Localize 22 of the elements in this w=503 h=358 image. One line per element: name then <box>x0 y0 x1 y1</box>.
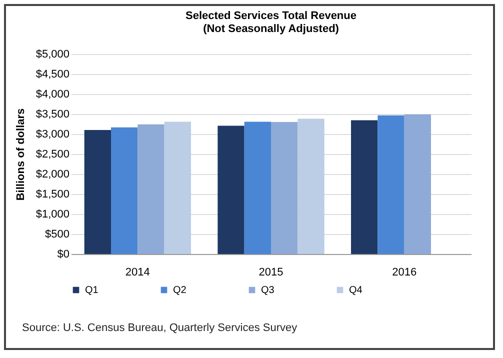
legend-label: Q2 <box>173 285 187 296</box>
legend-label: Q3 <box>261 285 275 296</box>
x-tick-label: 2016 <box>392 266 417 278</box>
y-tick-label: $2,500 <box>36 148 70 160</box>
y-tick-label: $5,000 <box>36 48 70 60</box>
y-tick-label: $2,000 <box>36 168 70 180</box>
y-tick-label: $1,500 <box>36 188 70 200</box>
y-tick-label: $4,500 <box>36 68 70 80</box>
legend-label: Q1 <box>85 285 99 296</box>
chart-subtitle: (Not Seasonally Adjusted) <box>203 23 340 35</box>
y-tick-label: $3,000 <box>36 128 70 140</box>
y-tick-label: $4,000 <box>36 88 70 100</box>
source-note: Source: U.S. Census Bureau, Quarterly Services Survey <box>22 322 298 334</box>
y-tick-label: $0 <box>57 248 70 260</box>
legend-label: Q4 <box>349 285 363 296</box>
y-tick-label: $500 <box>45 228 70 240</box>
x-tick-label: 2014 <box>125 266 150 278</box>
y-tick-label: $3,500 <box>36 108 70 120</box>
y-axis-title: Billions of dollars <box>14 108 27 201</box>
y-tick-label: $1,000 <box>36 208 70 220</box>
chart-title: Selected Services Total Revenue <box>186 10 356 22</box>
x-tick-label: 2015 <box>258 266 284 278</box>
